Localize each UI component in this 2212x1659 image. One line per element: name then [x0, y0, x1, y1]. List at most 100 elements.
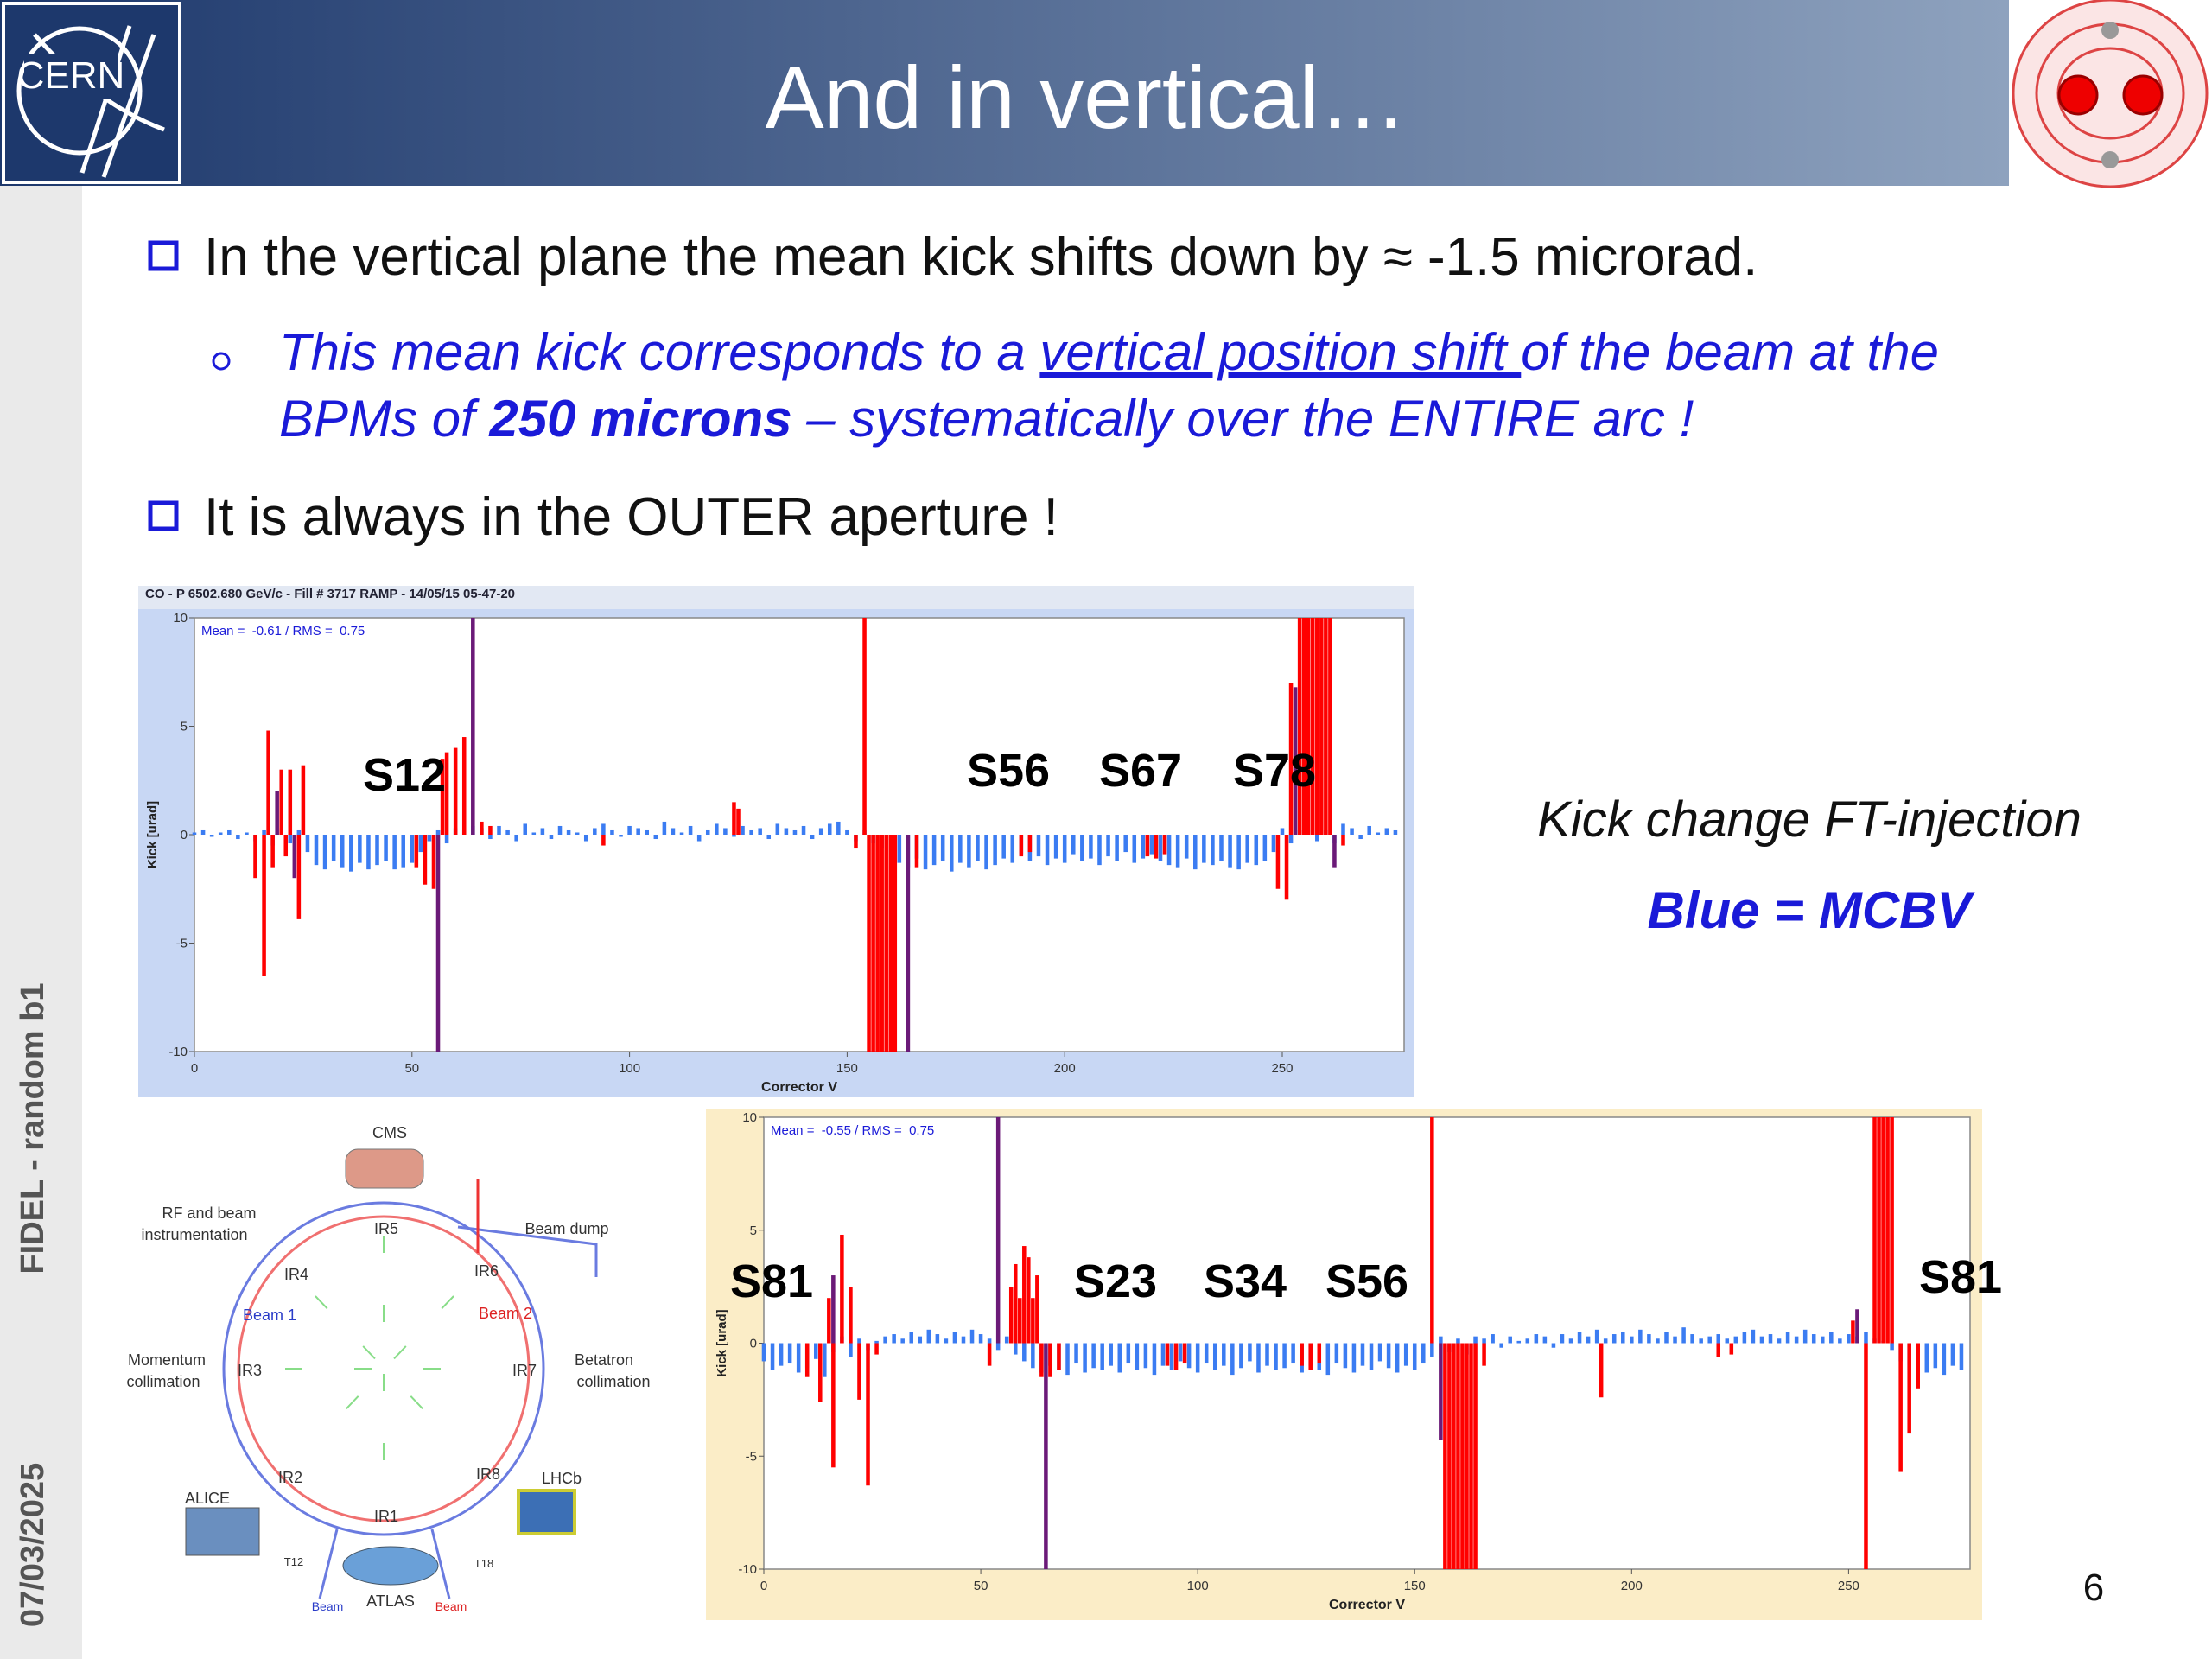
bar	[1376, 832, 1381, 835]
bar	[857, 1343, 861, 1400]
diagram-label: ALICE	[185, 1490, 230, 1507]
bar	[705, 830, 710, 835]
logo-label-bg	[24, 54, 118, 99]
bar	[557, 825, 563, 835]
logo-ring	[16, 26, 143, 156]
bar	[961, 1336, 966, 1344]
x-tick-label: 0	[760, 1579, 767, 1593]
bar	[874, 1343, 879, 1355]
bar	[253, 835, 257, 879]
bar	[1211, 835, 1215, 866]
bar	[840, 1234, 844, 1344]
bar	[575, 832, 580, 835]
bar	[288, 769, 293, 835]
bar	[1035, 1275, 1039, 1344]
bar	[1062, 835, 1067, 863]
bar	[1315, 618, 1319, 835]
bar	[978, 1334, 983, 1344]
bar	[1851, 1320, 1855, 1344]
bar	[1542, 1336, 1548, 1344]
bar	[880, 835, 884, 1052]
bar	[1271, 835, 1276, 853]
bar	[480, 821, 484, 835]
diagram-label: collimation	[576, 1373, 650, 1390]
sub-bullet-line: BPMs of 250 microns – systematically ove…	[279, 390, 1694, 448]
bar	[1022, 1343, 1027, 1362]
bar	[732, 802, 736, 835]
chart-annotation: Mean = -0.55 / RMS = 0.75	[771, 1123, 934, 1138]
bullet-box	[148, 500, 179, 531]
bar	[1022, 1246, 1027, 1344]
bar	[1716, 1343, 1721, 1357]
bar	[1306, 618, 1311, 835]
y-tick-label: 0	[750, 1337, 757, 1351]
beam1-ring	[222, 1201, 545, 1536]
bar	[453, 747, 458, 835]
diagram-label: Momentum	[128, 1351, 206, 1369]
bar	[444, 752, 449, 835]
logo-label: CERN	[17, 54, 125, 97]
magnet-dot	[2101, 151, 2119, 168]
bar	[200, 830, 206, 835]
bar	[1395, 1343, 1400, 1373]
bar	[849, 1287, 853, 1344]
x-tick-label: 0	[191, 1061, 198, 1076]
bar	[1560, 1334, 1565, 1344]
diagram-label: Betatron	[575, 1351, 633, 1369]
bullet-text: In the vertical plane the mean kick shif…	[204, 227, 1758, 287]
bar	[1367, 825, 1371, 835]
bar	[401, 835, 405, 868]
bar	[888, 835, 893, 1052]
bar	[969, 1329, 975, 1344]
bar	[1898, 1343, 1903, 1472]
bar	[1473, 1343, 1478, 1569]
y-tick-label: -5	[176, 937, 188, 951]
bar	[1690, 1334, 1694, 1344]
chart-annotation: Mean = -0.61 / RMS = 0.75	[201, 624, 365, 639]
x-tick-label: 150	[1404, 1579, 1426, 1593]
bar	[958, 835, 963, 863]
dump-line	[457, 1225, 598, 1277]
bar	[918, 1336, 923, 1344]
diagram-label: T18	[474, 1557, 493, 1570]
bar	[1031, 1343, 1035, 1369]
y-tick-label: -10	[168, 1045, 188, 1059]
bar	[813, 1343, 818, 1359]
bar	[836, 821, 841, 835]
bar	[818, 1343, 823, 1402]
bar	[1729, 1343, 1734, 1355]
diagram-label: IR4	[284, 1266, 308, 1283]
bar	[1465, 1343, 1469, 1569]
bar	[1004, 1336, 1009, 1344]
bar	[1872, 1117, 1877, 1344]
bar	[1293, 687, 1298, 835]
bar	[831, 1343, 836, 1468]
bar	[1377, 1343, 1382, 1362]
bar	[601, 823, 606, 835]
bar	[831, 1275, 836, 1344]
magnet-outer	[2012, 0, 2209, 188]
bar	[779, 1343, 784, 1366]
note-legend: Blue = MCBV	[1647, 881, 1975, 939]
bar	[1182, 1343, 1187, 1364]
bar	[1126, 1343, 1131, 1364]
bar	[1141, 835, 1146, 859]
bar	[1195, 1343, 1200, 1373]
bar	[1447, 1343, 1452, 1569]
sector-label: S56	[967, 745, 1050, 797]
bar	[1074, 1343, 1078, 1364]
bar	[1393, 830, 1398, 835]
sub-bullet-line: This mean kick corresponds to a vertical…	[279, 323, 1939, 381]
bar	[358, 835, 362, 863]
bar	[1089, 835, 1093, 859]
page-number: 6	[2083, 1567, 2104, 1609]
bar	[523, 823, 527, 835]
bar	[1008, 1287, 1014, 1344]
bar	[1117, 1343, 1122, 1373]
bar	[1341, 835, 1345, 846]
bar	[1699, 1338, 1703, 1344]
bar	[1460, 1343, 1465, 1569]
bar	[952, 1332, 957, 1344]
bar	[804, 1343, 810, 1377]
